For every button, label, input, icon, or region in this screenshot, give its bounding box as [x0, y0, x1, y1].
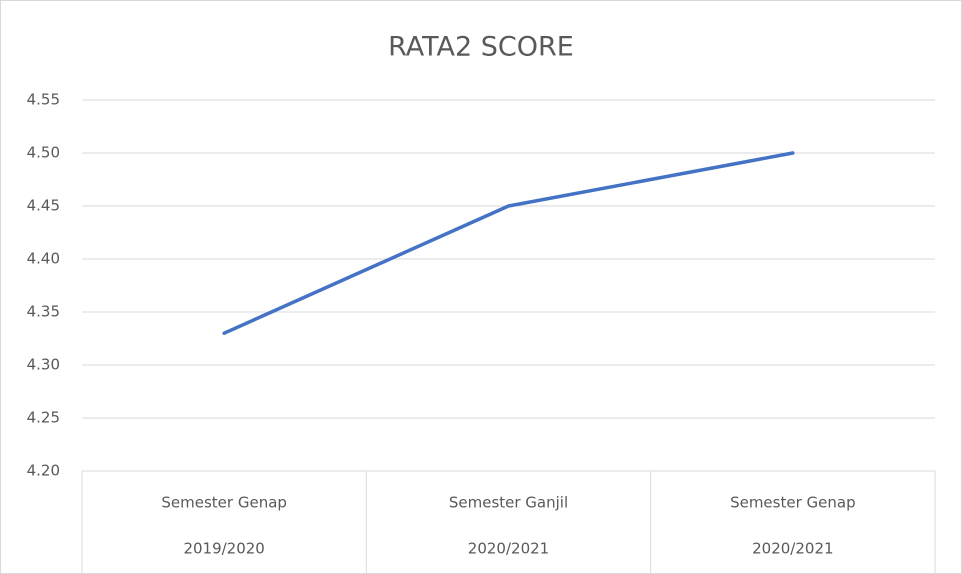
- x-tick-label: Semester Ganjil: [449, 494, 568, 512]
- x-tick-label: 2020/2021: [752, 540, 833, 558]
- y-tick-label: 4.40: [27, 250, 60, 268]
- x-tick-label: 2019/2020: [183, 540, 264, 558]
- x-tick-label: 2020/2021: [468, 540, 549, 558]
- data-line: [222, 151, 795, 335]
- x-tick-label: Semester Genap: [730, 494, 856, 512]
- y-tick-label: 4.25: [27, 409, 60, 427]
- chart-title: RATA2 SCORE: [388, 32, 574, 63]
- y-tick-label: 4.50: [27, 144, 60, 162]
- y-tick-label: 4.35: [27, 303, 60, 321]
- x-tick-label: Semester Genap: [161, 494, 287, 512]
- y-tick-label: 4.30: [27, 356, 60, 374]
- y-tick-label: 4.55: [27, 91, 60, 109]
- y-tick-label: 4.20: [27, 462, 60, 480]
- y-tick-label: 4.45: [27, 197, 60, 215]
